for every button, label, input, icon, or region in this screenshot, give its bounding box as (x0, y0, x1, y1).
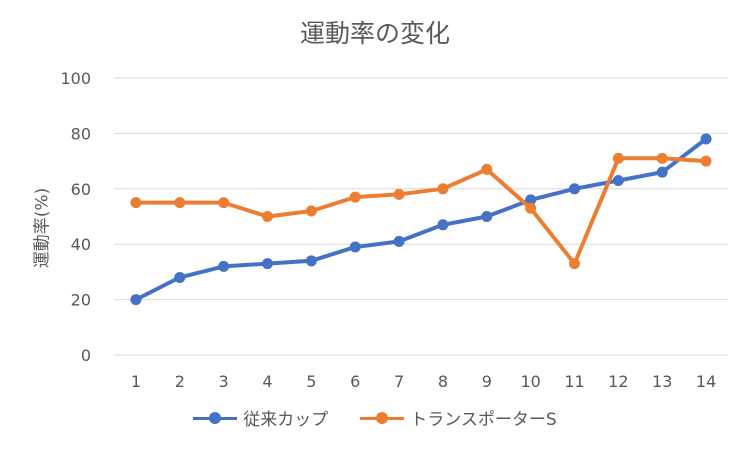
x-tick-label-14: 14 (696, 372, 716, 391)
y-tick-label-20: 20 (71, 291, 91, 310)
data-point-series-1-9 (481, 211, 493, 222)
y-tick-label-60: 60 (71, 180, 91, 199)
data-point-series-2-8 (437, 183, 449, 195)
x-tick-label-8: 8 (438, 372, 448, 391)
x-tick-label-11: 11 (564, 372, 584, 391)
data-point-series-2-1 (130, 197, 142, 209)
data-point-series-1-5 (305, 255, 317, 267)
legend-label-series-2: トランスポーターS (410, 410, 557, 430)
x-tick-label-3: 3 (219, 372, 229, 391)
data-point-series-2-9 (481, 163, 493, 175)
chart-title: 運動率の変化 (299, 19, 450, 48)
x-tick-label-13: 13 (652, 372, 672, 391)
x-tick-label-12: 12 (608, 372, 628, 391)
legend: 従来カップ トランスポーターS (0, 405, 750, 430)
data-point-series-2-13 (656, 152, 668, 164)
data-point-series-2-11 (569, 258, 580, 270)
data-point-series-2-4 (262, 211, 273, 222)
series-line-2 (133, 156, 709, 266)
data-point-series-2-14 (700, 155, 712, 167)
data-point-series-1-4 (262, 258, 273, 270)
data-point-series-1-14 (700, 133, 712, 145)
x-tick-label-9: 9 (482, 372, 492, 391)
legend-marker-series-1 (193, 411, 238, 424)
x-tick-label-1: 1 (131, 372, 141, 391)
data-point-series-1-8 (437, 219, 449, 231)
data-point-series-1-11 (569, 183, 580, 195)
x-tick-label-4: 4 (262, 372, 272, 391)
data-point-series-2-7 (393, 188, 405, 200)
data-point-series-1-3 (218, 260, 230, 272)
data-point-series-2-3 (218, 197, 230, 209)
legend-label-series-1: 従来カップ (243, 410, 329, 430)
data-point-series-2-12 (612, 152, 624, 164)
data-point-series-2-10 (525, 202, 537, 214)
data-point-series-2-2 (174, 197, 186, 209)
y-tick-label-100: 100 (60, 69, 91, 88)
data-point-series-1-6 (349, 241, 361, 253)
data-point-series-1-13 (656, 166, 668, 178)
data-point-series-2-6 (349, 191, 361, 203)
x-tick-label-10: 10 (520, 372, 540, 391)
series-line-1 (133, 136, 709, 302)
data-point-series-1-2 (174, 271, 186, 283)
x-tick-label-6: 6 (350, 372, 360, 391)
data-point-series-2-5 (305, 205, 317, 217)
legend-item-series-1: 従来カップ (193, 405, 328, 430)
x-tick-label-2: 2 (175, 372, 185, 391)
data-point-series-1-12 (612, 174, 624, 186)
legend-marker-series-2 (360, 411, 405, 424)
x-tick-label-5: 5 (306, 372, 316, 391)
data-point-series-1-1 (130, 294, 142, 306)
y-tick-label-0: 0 (81, 346, 91, 365)
data-point-series-1-10 (525, 194, 537, 206)
legend-item-series-2: トランスポーターS (360, 405, 557, 430)
data-point-series-1-7 (393, 235, 405, 247)
y-tick-label-40: 40 (71, 235, 91, 254)
x-tick-label-7: 7 (394, 372, 404, 391)
y-tick-label-80: 80 (71, 124, 91, 143)
